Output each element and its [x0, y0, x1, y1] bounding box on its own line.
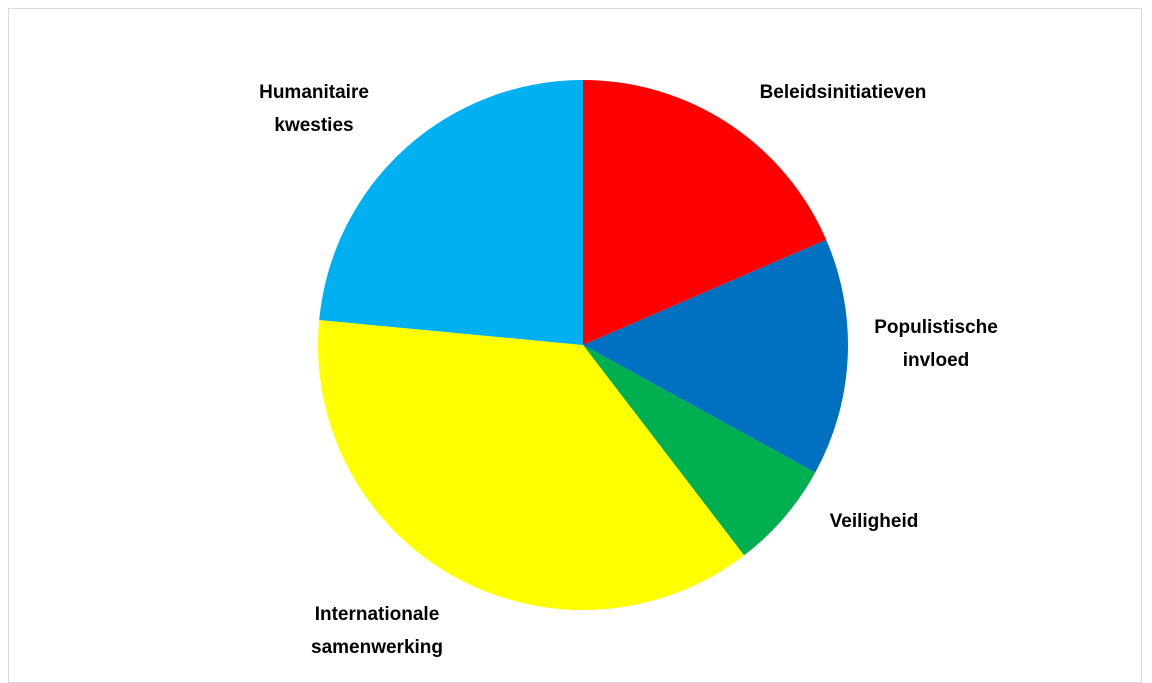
- pie-label-internationale-samenwerking: Internationale samenwerking: [311, 604, 443, 658]
- pie-slice-populistische-invloed: [583, 239, 848, 473]
- pie-slice-beleidsinitiatieven: [583, 80, 827, 345]
- pie-labels: Beleidsinitiatieven Populistische invloed V…: [259, 82, 998, 658]
- pie-chart: Beleidsinitiatieven Populistische invloed V…: [259, 80, 998, 658]
- pie-label-beleidsinitiatieven: Beleidsinitiatieven: [760, 82, 927, 103]
- pie-label-veiligheid: Veiligheid: [830, 511, 919, 532]
- pie-label-populistische-invloed: Populistische invloed: [874, 317, 998, 371]
- pie-slice-veiligheid: [583, 345, 816, 556]
- pie-label-humanitaire-kwesties: Humanitaire kwesties: [259, 82, 369, 136]
- pie-slice-humanitaire-kwesties: [319, 80, 583, 345]
- pie-slice-internationale-samenwerking: [318, 320, 745, 610]
- pie-slices: [318, 80, 848, 610]
